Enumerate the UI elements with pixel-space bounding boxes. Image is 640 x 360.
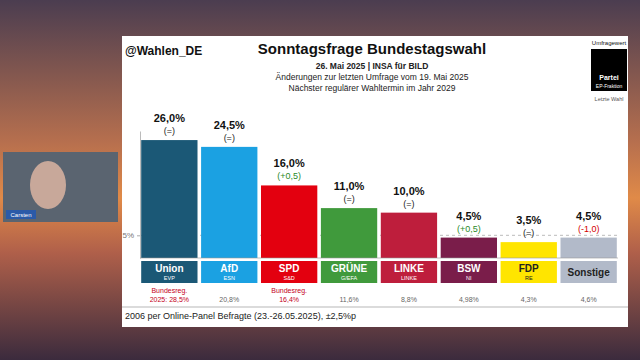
party-group: EVP [164, 275, 175, 281]
party-box [441, 261, 497, 283]
value-label: 24,5% [214, 119, 245, 131]
key-last: Letzte Wahl [595, 96, 624, 102]
key-box [591, 49, 627, 91]
bar [261, 185, 317, 258]
party-group: S&D [283, 275, 294, 281]
party-name: AfD [220, 263, 238, 274]
chart-panel [122, 36, 628, 327]
subtitle: 26. Mai 2025 | INSA für BILD [316, 61, 429, 71]
value-label: 4,5% [456, 210, 481, 222]
party-group: LINKE [401, 275, 417, 281]
last-election: 8,8% [401, 296, 417, 303]
last-election: 4,3% [521, 296, 537, 303]
bars [141, 140, 617, 258]
last-election: 4,6% [581, 296, 597, 303]
change-label: (=) [403, 199, 414, 209]
speaker-name: Carsten [10, 212, 31, 218]
last-election: 4,98% [459, 296, 479, 303]
party-boxes: UnionEVPBundesreg.2025: 28,5%AfDESN20,8%… [141, 261, 617, 303]
value-label: 11,0% [334, 180, 365, 192]
party-box [560, 261, 616, 283]
value-label: 10,0% [393, 185, 424, 197]
party-group: RE [525, 275, 533, 281]
party-box [201, 261, 257, 283]
party-name: SPD [279, 263, 300, 274]
party-name: FDP [519, 263, 539, 274]
last-election: 11,6% [339, 296, 358, 303]
y-tick: 5% [122, 231, 140, 240]
party-group: ESN [224, 275, 235, 281]
y-axis: 5% [122, 132, 140, 259]
party-box [141, 261, 197, 283]
subtitle: Änderungen zur letzten Umfrage vom 19. M… [276, 72, 469, 82]
last-election: 2025: 28,5% [150, 296, 189, 303]
value-label: 26,0% [154, 112, 185, 124]
party-group: NI [466, 275, 472, 281]
bar [201, 147, 257, 258]
party-name: Sonstige [568, 267, 611, 278]
page: Carsten @Wahlen_DE Sonntagsfrage Bundestag… [0, 0, 640, 360]
government-label: Bundesreg. [151, 287, 187, 295]
party-name: Union [155, 263, 183, 274]
change-label: (=) [224, 133, 235, 143]
government-label: Bundesreg. [271, 287, 307, 295]
y-tick-mark [137, 235, 140, 236]
y-tick-label: 5% [122, 231, 134, 240]
change-label: (=) [523, 228, 534, 238]
value-label: 4,5% [576, 210, 601, 222]
party-name: BSW [457, 263, 481, 274]
bar [560, 238, 616, 258]
value-label: 3,5% [516, 214, 541, 226]
footnote: 2006 per Online-Panel Befragte (23.-26.0… [125, 311, 356, 321]
change-label: (=) [343, 194, 354, 204]
change-label: (+0,5) [277, 171, 301, 181]
last-election: 20,8% [219, 296, 239, 303]
party-name: GRÜNE [331, 262, 367, 274]
webcam: Carsten [3, 152, 118, 222]
party-box [261, 261, 317, 283]
bar [441, 238, 497, 258]
change-label: (=) [164, 126, 175, 136]
background [0, 0, 640, 360]
party-box [321, 261, 377, 283]
party-box [381, 261, 437, 283]
title: Sonntagsfrage Bundestagswahl [258, 40, 486, 57]
party-group: G/EFA [341, 275, 358, 281]
baseline [140, 258, 618, 259]
bar [141, 140, 197, 258]
key-value: Umfragewert [592, 40, 627, 46]
bar [321, 208, 377, 258]
webcam-frame [3, 152, 118, 222]
source: @Wahlen_DE [125, 44, 202, 58]
key-party: Partei [599, 74, 619, 81]
key-group: EP-Fraktion [596, 83, 623, 89]
change-label: (-1,0) [578, 224, 600, 234]
bar [501, 242, 557, 258]
y-axis-line [140, 132, 141, 259]
subtitle: Nächster regulärer Wahltermin im Jahr 20… [289, 83, 456, 93]
bar [381, 213, 437, 258]
webcam-person [30, 161, 66, 209]
value-label: 16,0% [274, 157, 305, 169]
last-election: 16,4% [279, 296, 299, 303]
data-labels: 26,0% 24,5% 16,0% 11,0% 10,0% 4,5% 3,5% 4,5% (=)… [154, 112, 602, 238]
speaker-badge [6, 210, 36, 219]
party-box [501, 261, 557, 283]
footer-rule [122, 307, 628, 308]
change-label: (+0,5) [457, 224, 481, 234]
party-name: LINKE [394, 263, 424, 274]
